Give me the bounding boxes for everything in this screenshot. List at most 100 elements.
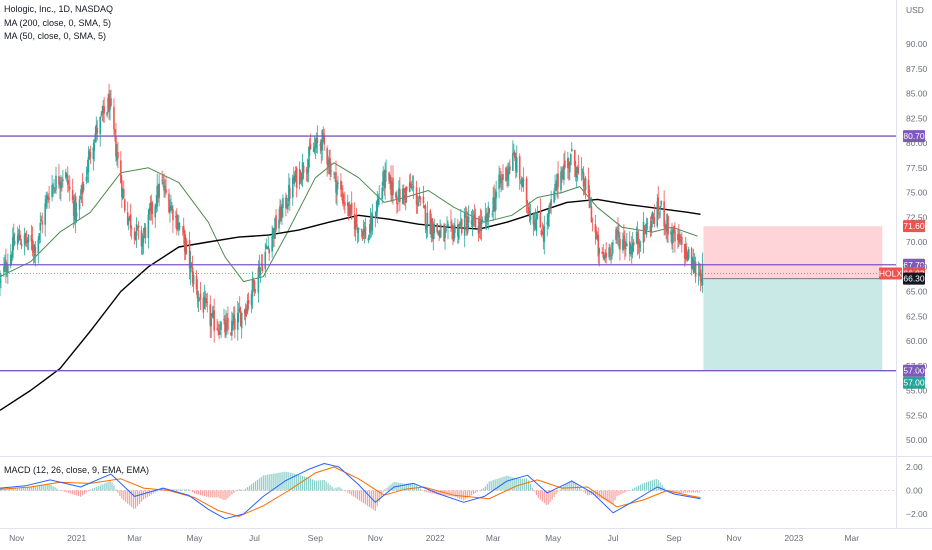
macd-histogram-bar [270, 474, 272, 491]
candle-body [443, 224, 445, 242]
candle [390, 165, 392, 202]
candle [519, 179, 522, 185]
candle [445, 225, 447, 234]
candle-body [164, 185, 166, 189]
candle [347, 202, 350, 221]
candle [74, 192, 77, 233]
macd-histogram-bar [527, 480, 530, 491]
macd-histogram-bar [345, 490, 347, 492]
candle-body [389, 175, 391, 183]
ma50-legend[interactable]: MA (50, close, 0, SMA, 5) [4, 31, 106, 41]
candle [526, 200, 529, 215]
candle-body [589, 204, 592, 206]
candle [391, 180, 393, 203]
macd-histogram-bar [58, 489, 60, 491]
candle [189, 250, 192, 286]
candle-body [148, 208, 151, 215]
macd-histogram-bar [180, 489, 182, 491]
candle [594, 214, 597, 245]
macd-histogram-bar [22, 488, 25, 491]
candle-body [285, 197, 287, 208]
candle-body [562, 176, 564, 178]
candle-body [701, 263, 704, 286]
candle [467, 205, 470, 228]
candle-body [567, 157, 569, 169]
macd-legend[interactable]: MACD (12, 26, close, 9, EMA, EMA) [4, 465, 149, 475]
candle-body [416, 202, 419, 204]
candle [659, 205, 662, 219]
macd-histogram-bar [95, 486, 97, 491]
candle [203, 284, 206, 309]
candle [470, 211, 473, 228]
candle-body [417, 202, 420, 207]
candle [5, 248, 7, 284]
macd-histogram-bar [30, 486, 33, 491]
candle-body [605, 252, 607, 258]
macd-histogram-bar [237, 489, 239, 491]
candle [142, 228, 145, 255]
price-tag-label: 66.30 [903, 274, 925, 284]
macd-histogram-bar [21, 488, 23, 491]
candle [157, 183, 159, 203]
candle-body [430, 221, 433, 238]
candle-body [488, 208, 491, 214]
candle-body [75, 212, 78, 217]
candle [232, 312, 234, 331]
macd-histogram-bar [337, 487, 339, 491]
candle [589, 197, 592, 208]
candle-body [644, 230, 647, 234]
candle-body [213, 310, 215, 331]
candle-body [322, 133, 325, 135]
macd-histogram-bar [366, 490, 369, 506]
candle-body [340, 180, 342, 190]
candle [674, 222, 676, 253]
ma200-legend[interactable]: MA (200, close, 0, SMA, 5) [4, 18, 111, 28]
candle-body [333, 173, 335, 175]
candle [459, 209, 462, 229]
candle-body [211, 313, 214, 317]
candle-body [550, 199, 552, 206]
candle [110, 89, 112, 108]
candle [570, 142, 573, 152]
candle [53, 179, 55, 194]
candle [288, 173, 290, 206]
candle [608, 243, 610, 260]
candle-body [568, 161, 570, 169]
candle [577, 155, 580, 175]
candle-body [376, 201, 379, 213]
macd-histogram-bar [46, 484, 48, 491]
candle-body [526, 204, 529, 205]
candle [307, 146, 310, 183]
candle-body [487, 206, 490, 220]
candle-body [250, 294, 253, 306]
candle [495, 180, 497, 211]
macd-histogram-bar [374, 490, 376, 511]
time-tick-label: 2022 [426, 533, 445, 543]
candle [122, 180, 125, 199]
candle [505, 167, 507, 182]
candle-body [658, 213, 661, 215]
candle [649, 216, 652, 238]
candle [99, 116, 102, 147]
price-tick-label: 77.50 [906, 163, 928, 173]
macd-histogram-bar [205, 490, 207, 497]
candle [602, 244, 605, 260]
candle-body [459, 221, 462, 224]
macd-histogram-bar [659, 482, 661, 491]
candle-body [573, 150, 576, 166]
price-tick-label: 75.00 [906, 188, 928, 198]
symbol-title[interactable]: Hologic, Inc., 1D, NASDAQ [4, 4, 113, 14]
price-tag [903, 220, 925, 233]
macd-histogram-bar [549, 490, 551, 503]
price-tag-label: 57.00 [903, 378, 925, 388]
candle [357, 227, 360, 242]
candle [371, 203, 374, 236]
candle [26, 237, 29, 250]
candle-body [354, 217, 357, 230]
candle [34, 241, 37, 267]
candle-body [334, 172, 336, 175]
macd-histogram-bar [612, 490, 614, 505]
candle-body [541, 231, 544, 235]
candle-body [140, 230, 143, 247]
